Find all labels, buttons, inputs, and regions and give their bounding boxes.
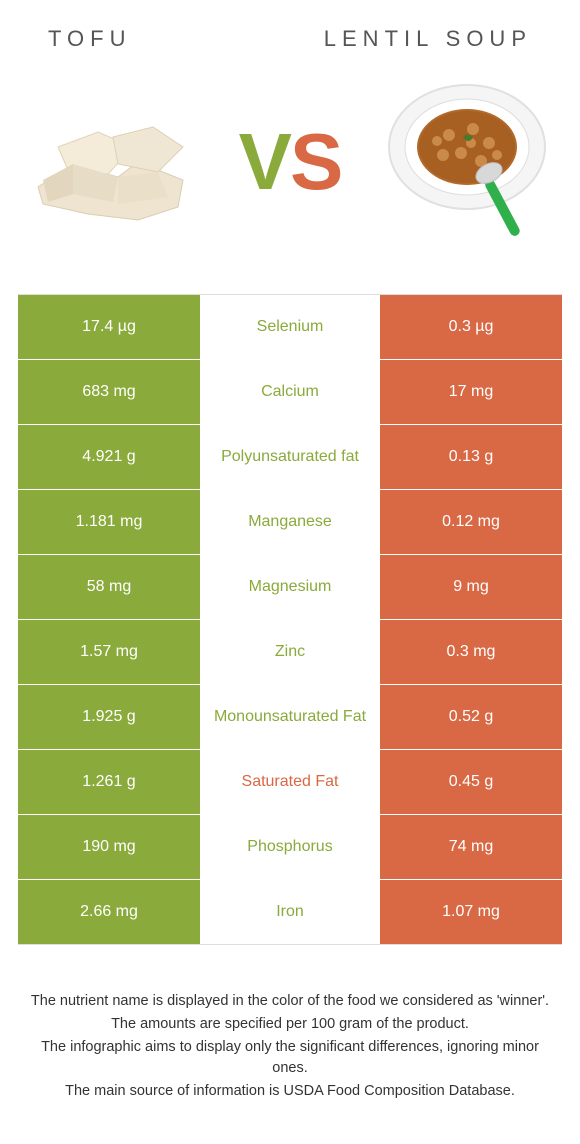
footnote-line: The main source of information is USDA F…: [26, 1081, 554, 1102]
right-value: 74 mg: [380, 815, 562, 879]
left-value: 1.57 mg: [18, 620, 200, 684]
table-row: 4.921 gPolyunsaturated fat0.13 g: [18, 425, 562, 490]
image-row: VS: [18, 72, 562, 284]
food-right-title: Lentil soup: [324, 26, 532, 52]
table-row: 190 mgPhosphorus74 mg: [18, 815, 562, 880]
table-row: 1.181 mgManganese0.12 mg: [18, 490, 562, 555]
right-value: 0.45 g: [380, 750, 562, 814]
right-value: 0.3 mg: [380, 620, 562, 684]
right-value: 9 mg: [380, 555, 562, 619]
nutrient-table: 17.4 µgSelenium0.3 µg683 mgCalcium17 mg4…: [18, 294, 562, 945]
soup-icon: [377, 77, 557, 247]
left-value: 1.925 g: [18, 685, 200, 749]
footnote-line: The amounts are specified per 100 gram o…: [26, 1014, 554, 1035]
left-value: 1.261 g: [18, 750, 200, 814]
right-value: 0.12 mg: [380, 490, 562, 554]
nutrient-name: Selenium: [200, 295, 380, 359]
footnotes: The nutrient name is displayed in the co…: [18, 991, 562, 1102]
food-left-title: Tofu: [48, 26, 131, 52]
footnote-line: The nutrient name is displayed in the co…: [26, 991, 554, 1012]
nutrient-name: Polyunsaturated fat: [200, 425, 380, 489]
nutrient-name: Phosphorus: [200, 815, 380, 879]
right-value: 1.07 mg: [380, 880, 562, 944]
infographic: Tofu Lentil soup VS: [0, 0, 580, 1134]
table-row: 58 mgMagnesium9 mg: [18, 555, 562, 620]
left-value: 2.66 mg: [18, 880, 200, 944]
left-value: 683 mg: [18, 360, 200, 424]
nutrient-name: Iron: [200, 880, 380, 944]
nutrient-name: Saturated Fat: [200, 750, 380, 814]
nutrient-name: Zinc: [200, 620, 380, 684]
right-value: 17 mg: [380, 360, 562, 424]
table-row: 1.925 gMonounsaturated Fat0.52 g: [18, 685, 562, 750]
tofu-icon: [18, 92, 208, 232]
nutrient-name: Magnesium: [200, 555, 380, 619]
left-value: 17.4 µg: [18, 295, 200, 359]
right-value: 0.3 µg: [380, 295, 562, 359]
vs-s: S: [290, 117, 341, 206]
header-row: Tofu Lentil soup: [18, 20, 562, 72]
left-value: 58 mg: [18, 555, 200, 619]
nutrient-name: Calcium: [200, 360, 380, 424]
table-row: 2.66 mgIron1.07 mg: [18, 880, 562, 944]
table-row: 17.4 µgSelenium0.3 µg: [18, 295, 562, 360]
left-value: 1.181 mg: [18, 490, 200, 554]
food-left-image: [18, 82, 208, 242]
right-value: 0.13 g: [380, 425, 562, 489]
left-value: 4.921 g: [18, 425, 200, 489]
table-row: 1.57 mgZinc0.3 mg: [18, 620, 562, 685]
right-value: 0.52 g: [380, 685, 562, 749]
footnote-line: The infographic aims to display only the…: [26, 1037, 554, 1079]
left-value: 190 mg: [18, 815, 200, 879]
table-row: 683 mgCalcium17 mg: [18, 360, 562, 425]
vs-v: V: [239, 117, 290, 206]
table-row: 1.261 gSaturated Fat0.45 g: [18, 750, 562, 815]
vs-label: VS: [239, 116, 342, 208]
food-right-image: [372, 82, 562, 242]
nutrient-name: Monounsaturated Fat: [200, 685, 380, 749]
nutrient-name: Manganese: [200, 490, 380, 554]
